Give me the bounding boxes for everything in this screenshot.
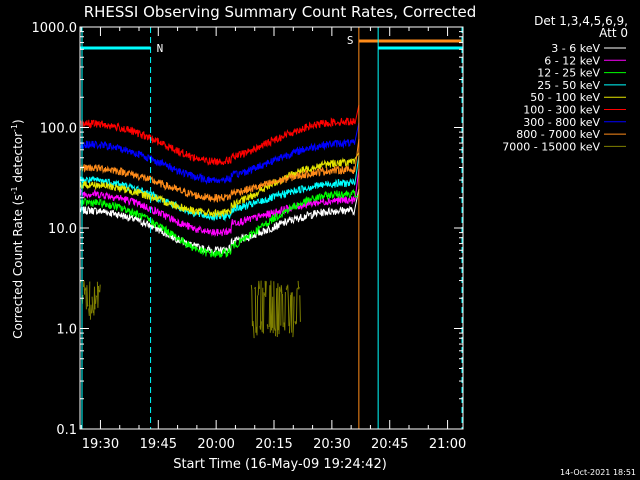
series-layer bbox=[79, 104, 360, 339]
y-tick-label: 10.0 bbox=[48, 222, 77, 237]
x-tick-label: 20:00 bbox=[197, 437, 234, 452]
y-axis-label-main: Corrected Count Rate (s bbox=[11, 194, 25, 338]
y-tick-label: 0.1 bbox=[56, 423, 77, 438]
legend-label: 12 - 25 keV bbox=[537, 67, 600, 80]
series-line bbox=[79, 155, 360, 222]
legend-label: 6 - 12 keV bbox=[544, 54, 600, 67]
chart-title: RHESSI Observing Summary Count Rates, Co… bbox=[84, 3, 477, 21]
legend-header-1: Det 1,3,4,5,6,9, bbox=[534, 14, 628, 28]
series-line bbox=[79, 279, 301, 339]
series-line bbox=[79, 152, 360, 218]
x-tick-label: 20:30 bbox=[313, 437, 350, 452]
marker-s-label: S bbox=[347, 34, 354, 47]
x-axis-label: Start Time (16-May-09 19:24:42) bbox=[173, 457, 387, 472]
y-axis-label-end: ) bbox=[11, 119, 25, 124]
legend-label: 3 - 6 keV bbox=[551, 42, 600, 55]
marker-n-label: N bbox=[157, 42, 164, 55]
x-tick-label: 20:45 bbox=[371, 437, 408, 452]
x-tick-label: 19:30 bbox=[82, 437, 119, 452]
legend-label: 50 - 100 keV bbox=[530, 91, 600, 104]
legend-label: 100 - 300 keV bbox=[523, 104, 600, 117]
legend-label: 25 - 50 keV bbox=[537, 79, 600, 92]
y-axis-label-sup2: -1 bbox=[10, 124, 19, 132]
x-tick-label: 21:00 bbox=[429, 437, 466, 452]
legend-label: 7000 - 15000 keV bbox=[502, 140, 600, 153]
series-line bbox=[79, 138, 360, 204]
series-line bbox=[79, 188, 360, 256]
x-tick-label: 20:15 bbox=[255, 437, 292, 452]
series-line bbox=[79, 188, 360, 258]
axes: 0.1 1.0 10.0 100.0 1000.0 19:30 19:45 20:00 20:1… bbox=[32, 21, 467, 452]
series-line bbox=[79, 122, 360, 186]
plot-frame bbox=[79, 26, 464, 430]
y-axis-label-sup1: -1 bbox=[10, 186, 19, 194]
legend-header-2: Att 0 bbox=[599, 26, 628, 40]
legend-label: 800 - 7000 keV bbox=[516, 128, 600, 141]
marker-layer: NS bbox=[80, 27, 463, 429]
y-tick-label: 1.0 bbox=[56, 323, 77, 338]
x-tick-label: 19:45 bbox=[140, 437, 177, 452]
series-line bbox=[79, 169, 360, 238]
legend-label: 300 - 800 keV bbox=[523, 116, 600, 129]
y-axis-label-mid: detector bbox=[11, 132, 25, 187]
y-tick-label: 100.0 bbox=[40, 122, 77, 137]
timestamp: 14-Oct-2021 18:51 bbox=[560, 468, 636, 477]
series-line bbox=[79, 104, 360, 166]
y-tick-label: 1000.0 bbox=[32, 21, 78, 36]
y-axis-label: Corrected Count Rate (s-1 detector-1) bbox=[10, 119, 25, 338]
